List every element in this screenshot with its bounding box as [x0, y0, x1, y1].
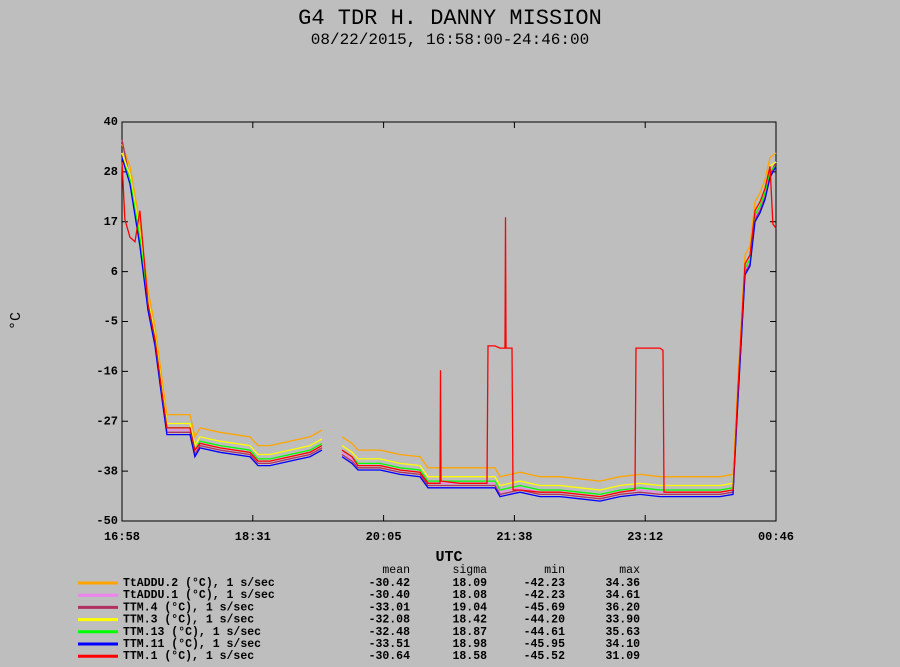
y-tick-label: 17 [104, 215, 118, 229]
stats-value: 34.10 [605, 638, 640, 651]
y-tick-label: -5 [104, 315, 118, 329]
stats-value: 19.04 [452, 601, 487, 614]
stats-value: 31.09 [605, 650, 640, 663]
stats-value: 18.87 [452, 626, 487, 639]
legend-label: TTM.13 (°C), 1 s/sec [123, 626, 261, 639]
stats-value: 18.09 [452, 577, 487, 590]
chart-subtitle: 08/22/2015, 16:58:00-24:46:00 [311, 31, 589, 49]
series-line [121, 143, 777, 482]
legend-label: TTM.1 (°C), 1 s/sec [123, 650, 254, 663]
legend-label: TTM.3 (°C), 1 s/sec [123, 614, 254, 627]
stats-value: -30.40 [369, 589, 411, 602]
stats-header: sigma [452, 564, 487, 577]
stats-value: 33.90 [605, 614, 640, 627]
stats-value: -45.95 [524, 638, 566, 651]
x-axis-label: UTC [435, 549, 462, 566]
stats-value: 18.98 [452, 638, 487, 651]
x-tick-label: 21:38 [496, 530, 532, 544]
legend-label: TtADDU.2 (°C), 1 s/sec [123, 577, 275, 590]
stats-value: 18.42 [452, 614, 487, 627]
stats-value: -32.48 [369, 626, 411, 639]
stats-value: -33.01 [369, 601, 411, 614]
legend-label: TTM.11 (°C), 1 s/sec [123, 638, 261, 651]
stats-value: -42.23 [524, 589, 566, 602]
stats-header: mean [382, 564, 410, 577]
stats-value: -45.52 [524, 650, 566, 663]
series-line [121, 152, 777, 491]
y-tick-label: 6 [111, 265, 118, 279]
stats-value: -42.23 [524, 577, 566, 590]
x-tick-label: 23:12 [627, 530, 663, 544]
stats-value: 34.61 [605, 589, 640, 602]
stats-value: -44.20 [524, 614, 566, 627]
chart-title: G4 TDR H. DANNY MISSION [298, 6, 602, 31]
stats-value: 36.20 [605, 601, 640, 614]
series-line [121, 157, 777, 502]
stats-value: 18.58 [452, 650, 487, 663]
stats-header: min [544, 564, 565, 577]
stats-header: max [619, 564, 640, 577]
plot-frame [121, 121, 777, 522]
stats-value: 18.08 [452, 589, 487, 602]
stats-value: -30.64 [369, 650, 411, 663]
y-axis-label: °C [8, 312, 25, 330]
stats-value: -44.61 [524, 626, 566, 639]
series-line [121, 157, 777, 496]
stats-value: 34.36 [605, 577, 640, 590]
stats-value: -30.42 [369, 577, 411, 590]
x-tick-label: 20:05 [366, 530, 402, 544]
stats-value: 35.63 [605, 626, 640, 639]
legend-label: TTM.4 (°C), 1 s/sec [123, 601, 254, 614]
series-line [121, 161, 777, 498]
x-tick-label: 00:46 [758, 530, 794, 544]
y-tick-label: 28 [104, 165, 118, 179]
y-tick-label: -38 [96, 464, 118, 478]
y-tick-label: -16 [96, 365, 118, 379]
x-tick-label: 16:58 [104, 530, 140, 544]
series-line [121, 139, 777, 500]
stats-value: -32.08 [369, 614, 411, 627]
y-tick-label: 40 [104, 115, 118, 129]
stats-value: -33.51 [369, 638, 411, 651]
y-tick-label: -50 [96, 514, 118, 528]
y-tick-label: -27 [96, 414, 118, 428]
x-tick-label: 18:31 [235, 530, 271, 544]
legend-label: TtADDU.1 (°C), 1 s/sec [123, 589, 275, 602]
stats-value: -45.69 [524, 601, 566, 614]
